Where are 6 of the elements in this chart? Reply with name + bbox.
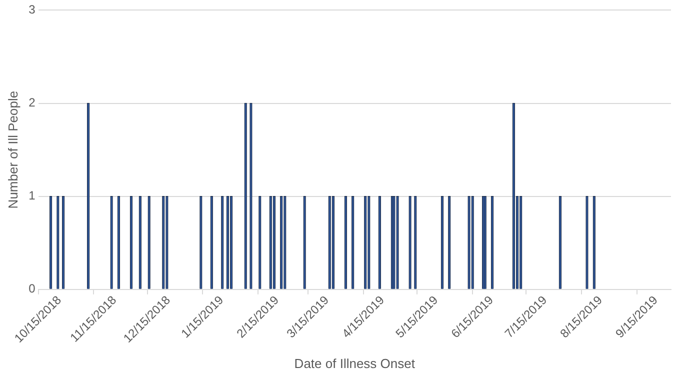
y-tick-label: 2 bbox=[28, 96, 36, 110]
x-axis-title: Date of Illness Onset bbox=[294, 356, 416, 371]
y-axis-title: Number of Ill People bbox=[5, 90, 20, 209]
y-tick-label: 0 bbox=[28, 282, 36, 296]
y-tick-label: 1 bbox=[28, 188, 36, 203]
y-tick-label: 3 bbox=[28, 2, 36, 17]
